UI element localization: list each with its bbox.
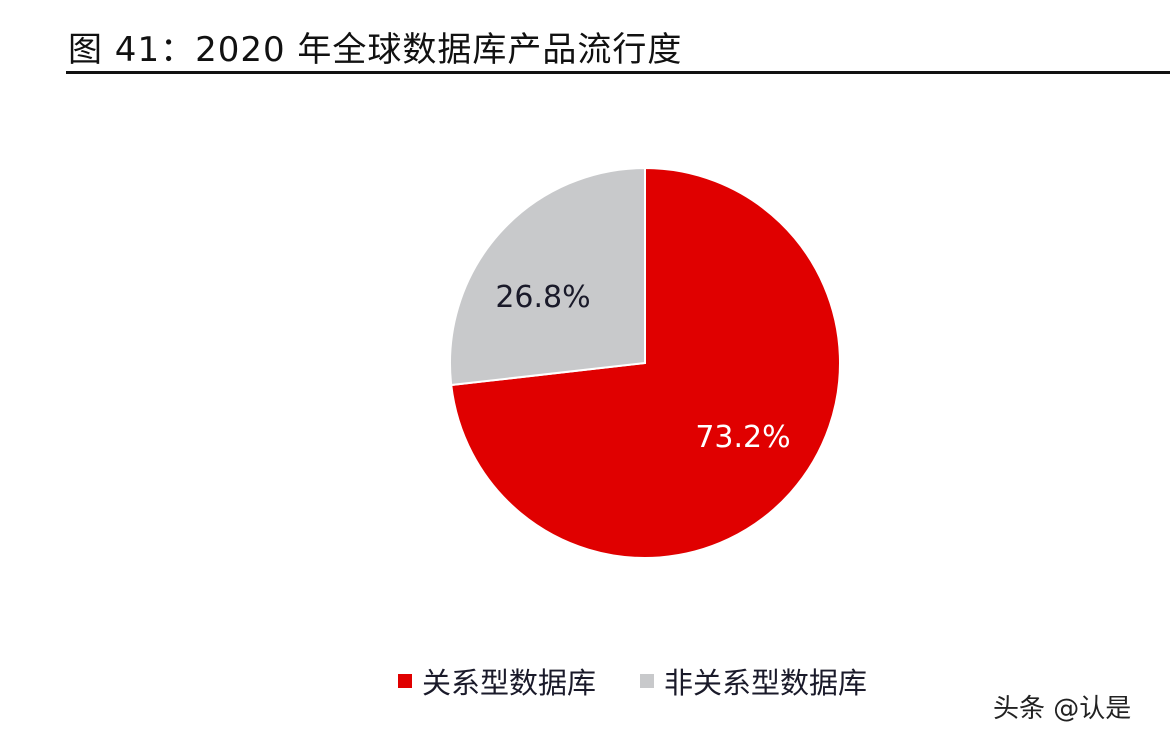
figure-title: 图 41：2020 年全球数据库产品流行度 bbox=[68, 30, 683, 70]
legend-swatch-nonrelational bbox=[640, 674, 655, 688]
legend-label-nonrelational: 非关系型数据库 bbox=[664, 666, 868, 700]
legend-item-relational: 关系型数据库 bbox=[398, 660, 596, 702]
watermark: 头条 @认是 bbox=[993, 694, 1132, 724]
chart-legend: 关系型数据库 非关系型数据库 bbox=[398, 660, 911, 702]
legend-swatch-relational bbox=[398, 674, 412, 688]
pie-label-nonrelational: 26.8% bbox=[495, 280, 590, 315]
pie-label-relational: 73.2% bbox=[695, 420, 790, 455]
pie-slices bbox=[449, 166, 841, 559]
pie-slice-nonrelational bbox=[449, 166, 646, 387]
legend-item-nonrelational: 非关系型数据库 bbox=[640, 660, 867, 702]
legend-label-relational: 关系型数据库 bbox=[422, 666, 597, 700]
pie-slice-labels: 73.2% 26.8% bbox=[495, 280, 790, 455]
title-underline bbox=[66, 71, 1170, 74]
